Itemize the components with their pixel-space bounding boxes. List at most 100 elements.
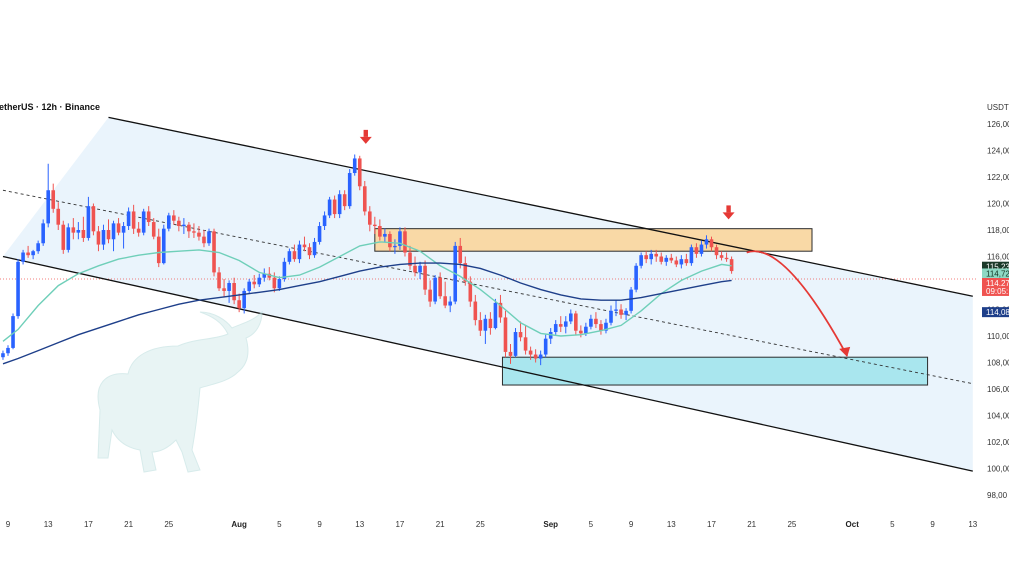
- x-tick-label: 21: [436, 520, 445, 529]
- candle: [111, 223, 116, 240]
- y-tick-label: 124,00: [987, 147, 1009, 156]
- candle: [327, 199, 332, 216]
- y-tick-label: 110,00: [987, 332, 1009, 341]
- candle: [644, 255, 648, 260]
- x-tick-label: Oct: [846, 520, 860, 529]
- x-tick-label: 9: [6, 520, 11, 529]
- candle: [418, 265, 422, 273]
- candle: [232, 283, 236, 301]
- candle: [192, 231, 196, 233]
- candle: [167, 215, 171, 229]
- candle: [604, 322, 608, 331]
- candle: [669, 257, 674, 261]
- candle: [448, 301, 452, 306]
- candle: [679, 259, 684, 265]
- y-tick-label: 104,00: [987, 412, 1009, 421]
- candle: [599, 324, 603, 331]
- candle: [388, 233, 392, 248]
- candle: [368, 211, 372, 225]
- candle: [161, 228, 166, 264]
- candle: [558, 324, 563, 327]
- candle: [408, 252, 412, 266]
- candle: [649, 253, 653, 260]
- candle: [126, 211, 131, 227]
- candle: [483, 318, 488, 331]
- supply-zone: [374, 228, 813, 252]
- candle: [172, 215, 176, 221]
- candle: [41, 223, 45, 244]
- candle: [91, 206, 96, 232]
- candle: [498, 302, 503, 318]
- candle: [287, 251, 292, 262]
- svg-text:09:05:: 09:05:: [986, 287, 1008, 296]
- y-tick-label: 116,00: [987, 253, 1009, 262]
- candle: [463, 263, 468, 282]
- candle: [543, 338, 548, 355]
- arrow-marker-top-1: [359, 129, 372, 144]
- candle: [684, 259, 689, 264]
- candle: [21, 252, 25, 262]
- candle: [76, 230, 81, 233]
- price-badge: 114,72: [982, 268, 1009, 279]
- projection-arrow: [746, 250, 848, 357]
- price-badge: 115,23: [982, 261, 1009, 272]
- candle: [674, 260, 679, 265]
- candle: [61, 224, 66, 250]
- candle: [252, 281, 257, 285]
- candle: [297, 244, 302, 260]
- candle: [347, 173, 352, 207]
- candle: [262, 273, 267, 278]
- candle: [659, 256, 664, 262]
- candle: [594, 318, 598, 325]
- chart-title: etherUS · 12h · Binance: [0, 102, 100, 112]
- candle: [654, 253, 659, 257]
- x-tick-label: 9: [317, 520, 322, 529]
- candle: [292, 251, 297, 260]
- demand-zone: [501, 356, 929, 386]
- y-tick-label: 120,00: [987, 200, 1009, 209]
- candle: [1, 353, 5, 358]
- svg-text:115,23: 115,23: [986, 263, 1009, 272]
- x-tick-label: 13: [44, 520, 53, 529]
- svg-text:114,08: 114,08: [986, 308, 1009, 317]
- candle: [332, 199, 337, 215]
- candle: [322, 215, 327, 227]
- candle: [146, 211, 151, 223]
- candle: [569, 313, 573, 322]
- candle: [538, 354, 543, 359]
- candle: [518, 332, 523, 338]
- candle: [383, 233, 387, 237]
- candle: [533, 354, 538, 359]
- candle: [393, 245, 397, 248]
- candle: [222, 288, 226, 291]
- candle: [217, 272, 221, 289]
- x-tick-label: 13: [968, 520, 977, 529]
- candle: [197, 232, 201, 237]
- candle: [428, 289, 432, 302]
- candle: [614, 309, 618, 311]
- y-axis-currency: USDT: [987, 103, 1009, 112]
- candle: [488, 318, 493, 329]
- candle: [468, 281, 473, 302]
- candle: [629, 289, 633, 311]
- candle: [553, 324, 558, 333]
- candle: [141, 211, 146, 233]
- y-tick-label: 100,00: [987, 465, 1009, 474]
- candle: [207, 231, 211, 244]
- candle: [317, 226, 322, 242]
- x-tick-label: 5: [589, 520, 594, 529]
- y-tick-label: 126,00: [987, 120, 1009, 129]
- candle: [46, 190, 50, 224]
- candle: [151, 222, 156, 237]
- candle: [699, 244, 704, 254]
- candle: [121, 226, 126, 233]
- candle: [257, 277, 262, 285]
- candle: [508, 351, 513, 356]
- candle: [277, 279, 282, 289]
- candle: [458, 245, 463, 264]
- plot-area: [0, 116, 978, 472]
- arrow-marker-top-2: [722, 205, 735, 220]
- candle: [96, 231, 101, 245]
- candle: [528, 350, 533, 355]
